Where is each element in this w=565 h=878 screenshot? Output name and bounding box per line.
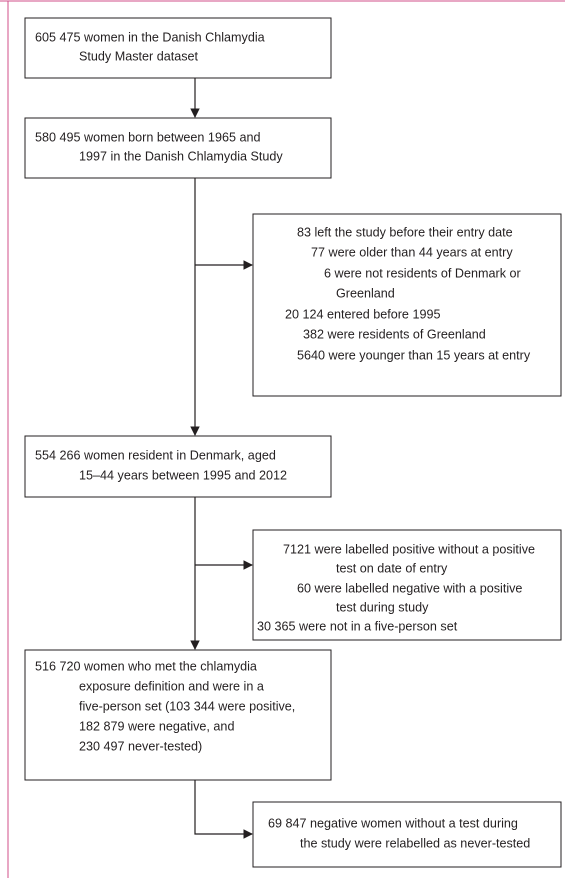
box	[24, 649, 332, 781]
box-text: 516 720 women who met the chlamydia	[35, 659, 257, 673]
box-text: 554 266 women resident in Denmark, aged	[35, 448, 276, 462]
box-text: 30 365 were not in a five-person set	[257, 619, 458, 633]
box-text: the study were relabelled as never-teste…	[300, 836, 530, 850]
box-text: five-person set (103 344 were positive,	[79, 699, 295, 713]
box-text: 1997 in the Danish Chlamydia Study	[79, 149, 283, 163]
box	[252, 801, 562, 868]
box-text: test on date of entry	[336, 561, 448, 575]
box-text: 382 were residents of Greenland	[303, 327, 486, 341]
box	[24, 435, 332, 498]
box-text: Greenland	[336, 286, 395, 300]
box	[24, 17, 332, 79]
box-text: 182 879 were negative, and	[79, 719, 234, 733]
box-text: test during study	[336, 600, 429, 614]
box-text: 60 were labelled negative with a positiv…	[297, 581, 522, 595]
box-text: 77 were older than 44 years at entry	[311, 245, 513, 259]
box-text: 230 497 never-tested)	[79, 739, 202, 753]
box	[252, 213, 562, 397]
box-text: exposure definition and were in a	[79, 679, 264, 693]
box-text: 83 left the study before their entry dat…	[297, 225, 513, 239]
box-text: 580 495 women born between 1965 and	[35, 130, 260, 144]
box-text: 5640 were younger than 15 years at entry	[297, 348, 531, 362]
box-text: 605 475 women in the Danish Chlamydia	[35, 30, 265, 44]
box-text: 69 847 negative women without a test dur…	[268, 816, 518, 830]
box-text: Study Master dataset	[79, 49, 199, 63]
box	[24, 117, 332, 179]
box	[252, 529, 562, 641]
box-text: 7121 were labelled positive without a po…	[283, 542, 535, 556]
box-text: 20 124 entered before 1995	[285, 307, 440, 321]
box-text: 6 were not residents of Denmark or	[324, 266, 521, 280]
box-text: 15–44 years between 1995 and 2012	[79, 468, 287, 482]
arrow	[194, 780, 253, 839]
